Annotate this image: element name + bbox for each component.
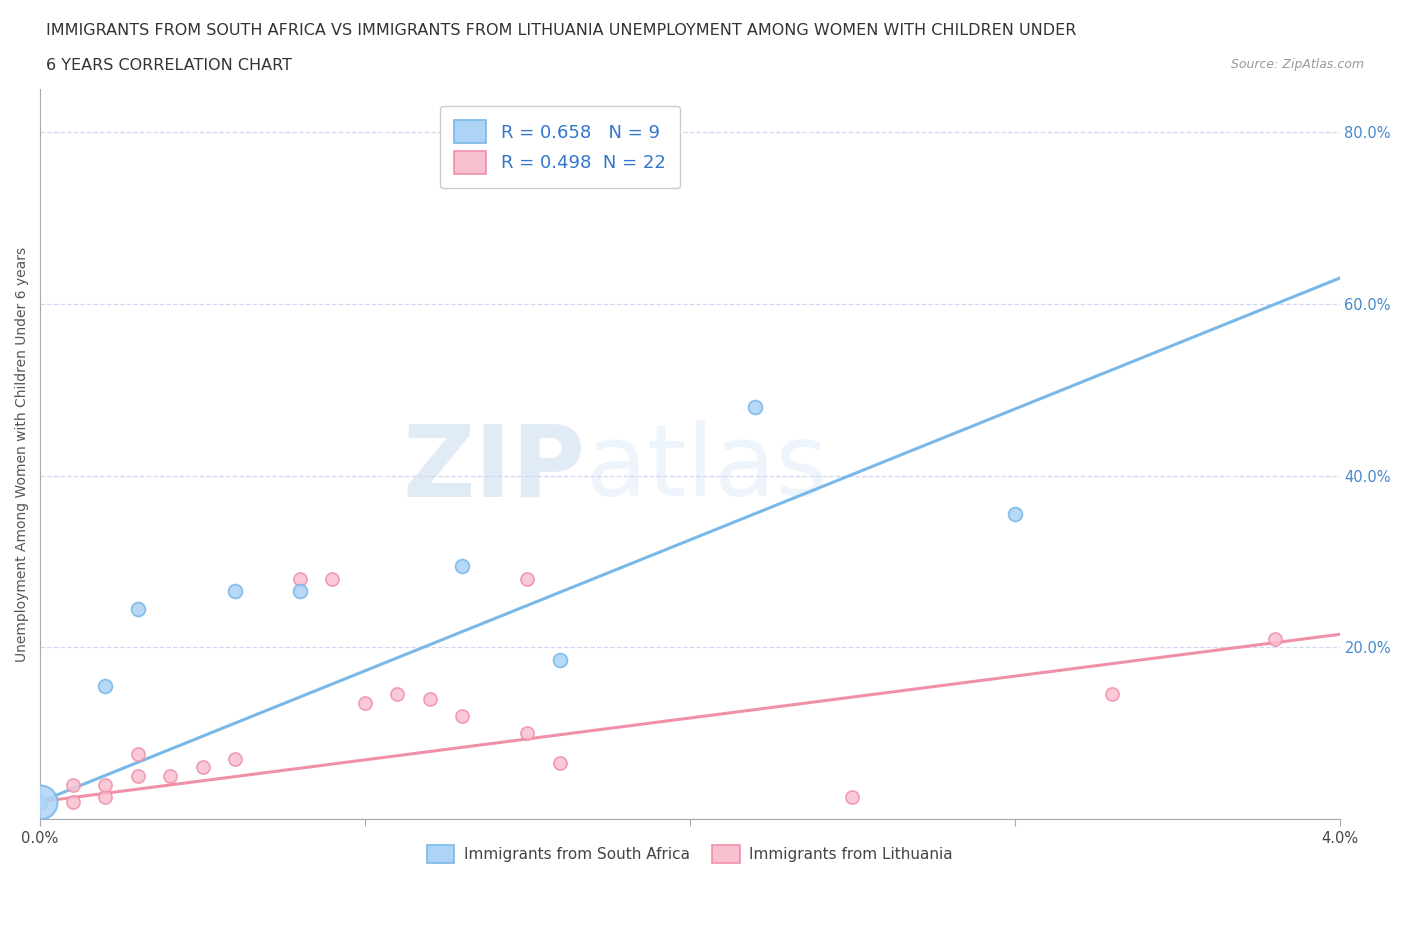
Point	[1264, 631, 1286, 646]
Point	[30, 794, 52, 809]
Text: ZIP: ZIP	[404, 420, 586, 517]
Text: atlas: atlas	[586, 420, 828, 517]
Point	[288, 571, 311, 586]
Point	[321, 571, 343, 586]
Point	[62, 777, 84, 792]
Point	[94, 777, 117, 792]
Point	[127, 768, 149, 783]
Point	[1101, 687, 1123, 702]
Point	[224, 751, 246, 766]
Point	[127, 601, 149, 616]
Point	[30, 794, 52, 809]
Point	[288, 584, 311, 599]
Point	[548, 653, 571, 668]
Point	[30, 794, 52, 809]
Point	[387, 687, 409, 702]
Point	[94, 678, 117, 693]
Point	[354, 696, 377, 711]
Point	[191, 760, 214, 775]
Text: IMMIGRANTS FROM SOUTH AFRICA VS IMMIGRANTS FROM LITHUANIA UNEMPLOYMENT AMONG WOM: IMMIGRANTS FROM SOUTH AFRICA VS IMMIGRAN…	[46, 23, 1077, 38]
Text: Source: ZipAtlas.com: Source: ZipAtlas.com	[1230, 58, 1364, 71]
Legend: Immigrants from South Africa, Immigrants from Lithuania: Immigrants from South Africa, Immigrants…	[420, 839, 959, 870]
Point	[94, 790, 117, 804]
Point	[548, 756, 571, 771]
Point	[1004, 507, 1026, 522]
Point	[224, 584, 246, 599]
Point	[451, 709, 474, 724]
Point	[127, 747, 149, 762]
Point	[62, 794, 84, 809]
Point	[419, 691, 441, 706]
Point	[516, 571, 538, 586]
Point	[841, 790, 863, 804]
Point	[744, 400, 766, 415]
Y-axis label: Unemployment Among Women with Children Under 6 years: Unemployment Among Women with Children U…	[15, 246, 30, 661]
Point	[451, 558, 474, 573]
Text: 6 YEARS CORRELATION CHART: 6 YEARS CORRELATION CHART	[46, 58, 292, 73]
Point	[516, 725, 538, 740]
Point	[159, 768, 181, 783]
